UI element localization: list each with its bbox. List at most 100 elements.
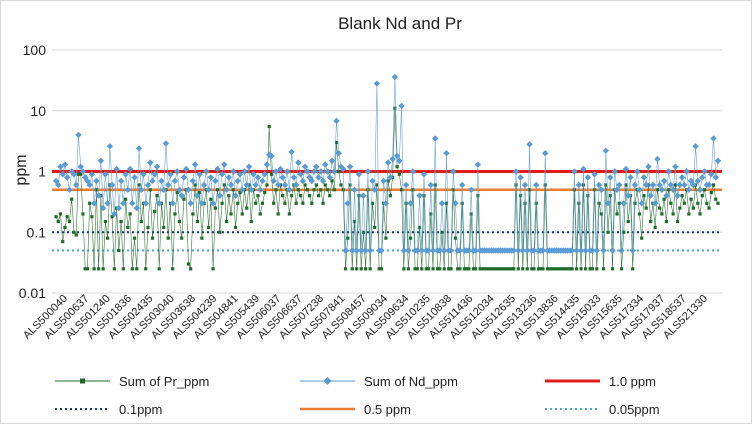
data-point — [353, 247, 360, 254]
data-point — [70, 197, 74, 201]
data-point — [207, 174, 215, 181]
data-point — [389, 155, 396, 163]
data-point — [384, 159, 392, 166]
data-point — [386, 179, 390, 183]
data-point — [599, 212, 603, 216]
data-point — [180, 174, 188, 181]
series-1 — [52, 73, 722, 254]
data-point — [656, 181, 663, 189]
data-point — [597, 201, 601, 205]
data-point — [619, 267, 624, 271]
data-point — [399, 188, 404, 192]
data-point — [113, 165, 120, 173]
data-point — [76, 172, 81, 176]
data-point — [256, 194, 260, 198]
data-point — [357, 194, 361, 198]
data-point — [267, 124, 271, 129]
data-point — [140, 171, 147, 178]
data-point — [58, 212, 63, 216]
data-point — [373, 80, 381, 87]
data-point — [209, 197, 213, 201]
data-point — [658, 186, 666, 193]
data-point — [240, 212, 244, 216]
data-point — [460, 201, 464, 205]
data-point — [93, 177, 100, 185]
data-point — [258, 212, 262, 216]
data-point — [467, 267, 471, 271]
data-point — [68, 168, 75, 175]
data-point — [709, 190, 713, 195]
data-point — [458, 267, 462, 271]
data-point — [694, 177, 702, 185]
y-tick-label-1: 0.1 — [27, 224, 47, 240]
data-point — [364, 267, 368, 271]
data-point — [224, 219, 229, 224]
data-point — [223, 186, 230, 193]
data-point — [189, 267, 193, 271]
data-point — [443, 150, 450, 157]
data-point — [512, 168, 520, 175]
data-point — [151, 171, 158, 178]
data-point — [130, 267, 134, 271]
data-point — [601, 267, 606, 271]
data-point — [515, 247, 522, 254]
data-point — [346, 236, 350, 240]
data-point — [418, 247, 425, 254]
data-point — [265, 183, 269, 187]
data-point — [539, 267, 543, 271]
data-point — [512, 267, 516, 271]
data-point — [261, 171, 268, 178]
data-point — [206, 225, 211, 230]
data-point — [550, 267, 554, 271]
data-point — [379, 267, 383, 271]
data-point — [442, 267, 446, 271]
data-point — [465, 267, 469, 271]
data-point — [371, 186, 378, 193]
data-point — [373, 225, 377, 230]
data-point — [682, 201, 686, 205]
data-point — [409, 168, 417, 175]
data-point — [279, 174, 286, 181]
legend-label-3: 0.1ppm — [119, 402, 162, 417]
y-tick-label-2: 1 — [38, 164, 46, 180]
data-point — [396, 157, 403, 165]
data-point — [678, 174, 686, 181]
data-point — [496, 267, 500, 271]
data-point — [245, 163, 253, 170]
data-point — [209, 200, 217, 207]
data-point — [333, 117, 340, 125]
data-point — [672, 163, 679, 170]
data-point — [364, 168, 372, 175]
data-point — [441, 247, 448, 254]
data-point — [191, 161, 199, 168]
data-point — [288, 148, 295, 156]
data-point — [88, 171, 96, 178]
data-point — [366, 247, 374, 254]
data-point — [283, 168, 291, 175]
data-point — [607, 174, 614, 181]
data-point — [571, 168, 578, 175]
data-point — [711, 183, 716, 187]
data-point — [171, 267, 175, 271]
data-point — [274, 188, 278, 192]
data-point — [177, 219, 182, 224]
data-point — [360, 192, 367, 199]
data-point — [286, 186, 293, 193]
data-point — [566, 267, 570, 271]
data-point — [510, 247, 517, 254]
legend-label-4: 0.5 ppm — [364, 402, 411, 417]
data-point — [523, 201, 527, 205]
data-point — [465, 247, 473, 254]
data-point — [424, 267, 428, 271]
data-point — [252, 181, 259, 189]
data-point — [678, 206, 682, 210]
data-point — [634, 168, 641, 175]
data-point — [294, 201, 298, 205]
data-point — [340, 165, 347, 173]
data-point — [61, 161, 69, 168]
data-point — [269, 172, 274, 176]
data-point — [157, 267, 161, 271]
data-point — [451, 188, 455, 192]
data-point — [211, 267, 215, 271]
data-point — [106, 236, 110, 240]
